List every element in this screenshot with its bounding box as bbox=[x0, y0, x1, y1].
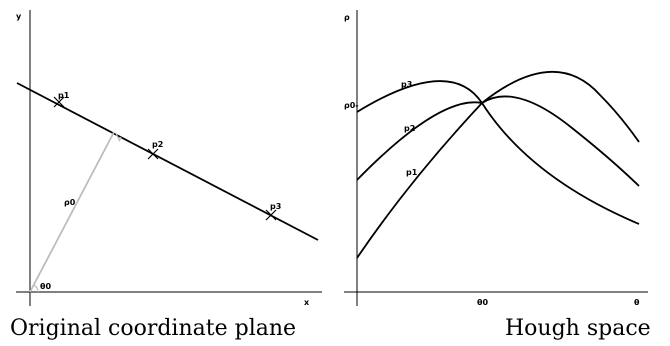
point-p1 bbox=[53, 96, 65, 108]
curve-p1 bbox=[356, 70, 640, 259]
p3-label: p3 bbox=[270, 202, 281, 211]
right-angle-marker bbox=[115, 133, 122, 143]
angle-arc bbox=[33, 284, 39, 293]
p2-label: p2 bbox=[152, 140, 163, 149]
theta0-tick-label: θ0 bbox=[477, 298, 488, 307]
point-p2 bbox=[147, 148, 159, 160]
right-y-axis-label: ρ bbox=[344, 13, 350, 22]
curve-p3 bbox=[356, 80, 640, 225]
curve-p3-label: p3 bbox=[401, 80, 412, 89]
normal-segment bbox=[29, 131, 115, 293]
p1-label: p1 bbox=[58, 91, 70, 100]
curve-p2-label: p2 bbox=[404, 124, 415, 133]
hough-space: ρ θ ρ0- θ0 p3 p2 p1 bbox=[344, 10, 648, 307]
rho0-label: ρ0 bbox=[64, 198, 76, 207]
theta0-label: θ0 bbox=[40, 282, 51, 291]
left-y-axis-label: y bbox=[16, 12, 22, 21]
right-caption: Hough space bbox=[505, 316, 651, 341]
point-p3 bbox=[265, 209, 277, 221]
p1-marker bbox=[53, 96, 65, 108]
rho0-tick-label: ρ0- bbox=[344, 101, 359, 110]
right-x-axis-label: θ bbox=[634, 298, 640, 307]
fitted-line bbox=[16, 82, 319, 241]
curve-p2 bbox=[356, 95, 640, 187]
left-x-axis-label: x bbox=[304, 298, 310, 307]
p2-marker bbox=[147, 148, 159, 160]
original-plane: y x p1 p2 p3 ρ0 θ0 bbox=[16, 10, 322, 307]
curve-p1-label: p1 bbox=[406, 168, 418, 177]
left-caption: Original coordinate plane bbox=[10, 316, 297, 341]
p3-marker bbox=[265, 209, 277, 221]
